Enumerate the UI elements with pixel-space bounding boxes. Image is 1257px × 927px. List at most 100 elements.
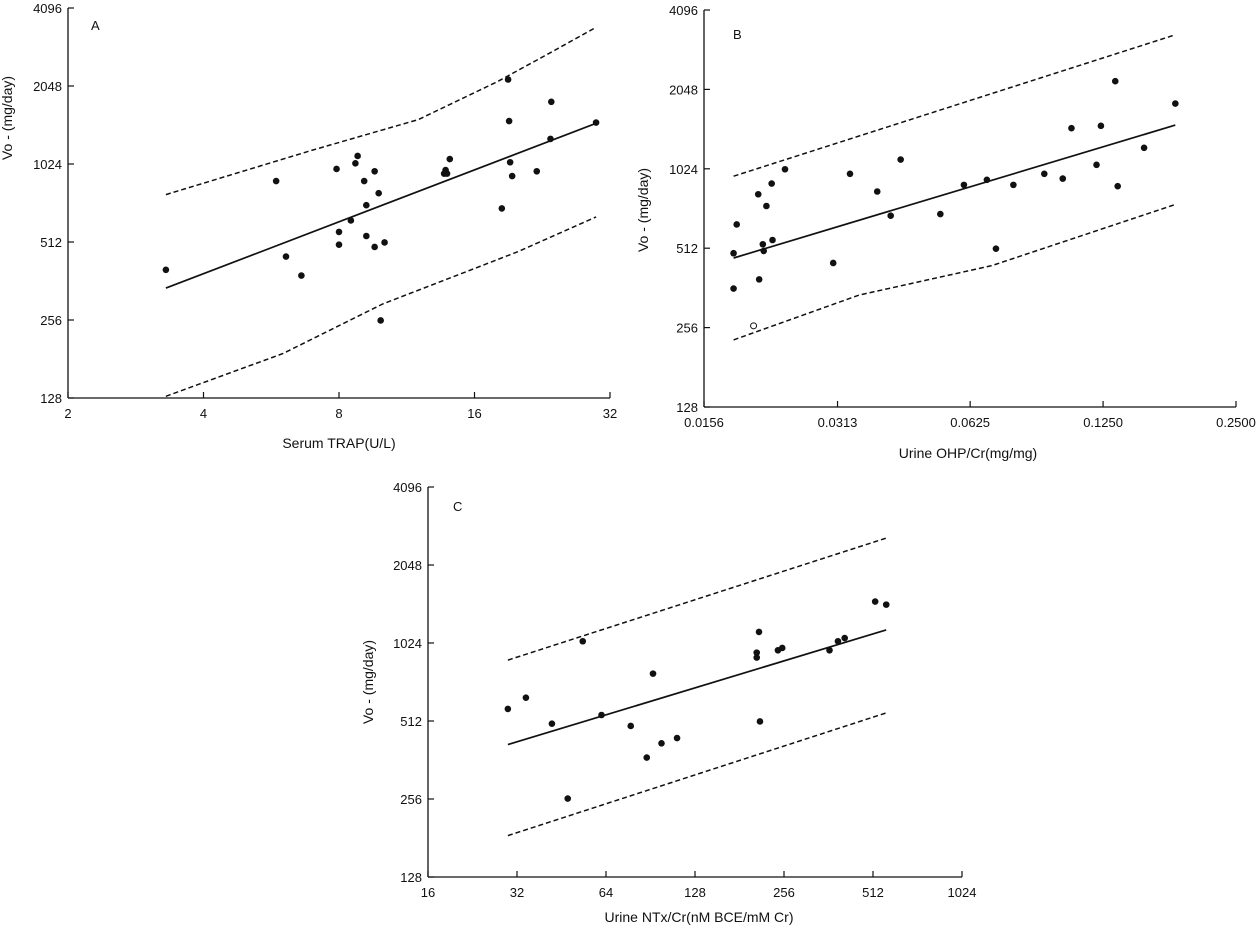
panel-b-point-7 — [763, 202, 770, 210]
panel-b-point-16 — [937, 210, 944, 218]
panel-c-xtick-label-0: 16 — [421, 885, 435, 900]
panel-c-lower-band — [507, 712, 887, 837]
panel-b-point-25 — [1097, 122, 1105, 130]
panel-b-ytick-label-4: 2048 — [669, 82, 698, 97]
panel-b-point-19 — [992, 245, 1000, 252]
panel-a-point-24 — [505, 117, 513, 125]
panel-a-point-12 — [363, 232, 370, 240]
panel-a: 128 256 512 1024 2048 4096 2 4 8 16 32 A Serum TR… — [0, 1, 617, 451]
panel-c-xtick-label-1: 32 — [510, 885, 524, 900]
panel-c-xtick-label-3: 128 — [684, 885, 706, 900]
panel-b-point-21 — [1040, 170, 1048, 178]
panel-c-ytick-label-3: 1024 — [393, 636, 422, 651]
panel-c-points — [504, 598, 890, 802]
panel-c-point-0 — [504, 705, 512, 713]
panel-a-ytick-label-1: 256 — [40, 313, 62, 328]
panel-a-lower-band — [165, 216, 597, 398]
panel-c-x-ticks: 16 32 64 128 256 512 1024 — [421, 871, 977, 900]
panel-a-point-27 — [533, 167, 541, 175]
panel-c-ytick-label-1: 256 — [400, 792, 422, 807]
panel-c-ytick-label-4: 2048 — [393, 558, 422, 573]
panel-b-y-title: Vo - (mg/day) — [635, 168, 651, 252]
panel-c-point-12 — [753, 649, 761, 656]
panel-c-ytick-label-0: 128 — [400, 870, 422, 885]
panel-a-point-10 — [360, 177, 368, 185]
panel-c-xtick-label-5: 512 — [862, 885, 884, 900]
panel-b-xtick-label-2: 0.0625 — [950, 415, 990, 430]
panel-b-point-23 — [1068, 124, 1075, 132]
panel-c-upper-band — [507, 537, 887, 661]
panel-b-ytick-label-1: 256 — [676, 321, 698, 336]
panel-b-point-4 — [755, 276, 763, 283]
panel-b-xtick-label-4: 0.2500 — [1216, 415, 1256, 430]
panel-c-point-6 — [627, 722, 635, 730]
panel-b-xtick-label-0: 0.0156 — [684, 415, 724, 430]
panel-c-y-ticks: 128 256 512 1024 2048 4096 — [393, 480, 434, 885]
panel-a-point-14 — [371, 243, 378, 251]
panel-a-point-6 — [335, 228, 343, 236]
panel-b-point-22 — [1059, 175, 1067, 182]
panel-c-point-10 — [673, 734, 681, 742]
panel-b-point-9 — [769, 236, 776, 244]
panel-c-point-20 — [871, 598, 879, 605]
panel-a-point-2 — [282, 253, 290, 260]
panel-a-point-8 — [352, 160, 359, 167]
panel-c-point-21 — [882, 601, 890, 608]
panel-b-fit-line — [733, 124, 1176, 259]
panel-b-point-11 — [829, 259, 837, 267]
panel-c-point-4 — [579, 637, 587, 645]
panel-c-xtick-label-2: 64 — [599, 885, 613, 900]
panel-b: 128 256 512 1024 2048 4096 0.0156 0.0313 0.0625… — [635, 3, 1256, 461]
panel-a-point-25 — [506, 158, 514, 166]
panel-a-point-1 — [272, 177, 280, 185]
panel-a-point-15 — [375, 189, 382, 197]
panel-c-point-2 — [548, 720, 556, 727]
panel-a-ytick-label-2: 512 — [40, 235, 62, 250]
panel-c-point-17 — [826, 646, 833, 654]
panel-b-point-27 — [1114, 182, 1121, 190]
panel-b-point-0 — [730, 285, 737, 292]
panel-b-point-10 — [781, 165, 789, 173]
panel-a-xtick-label-1: 4 — [200, 406, 207, 421]
panel-b-point-2 — [733, 221, 740, 228]
panel-b-upper-band — [733, 34, 1176, 177]
panel-a-point-4 — [333, 165, 340, 173]
panel-a-point-22 — [498, 205, 506, 212]
panel-c-x-title: Urine NTx/Cr(nM BCE/mM Cr) — [605, 909, 794, 925]
panel-c-point-19 — [841, 634, 848, 642]
panel-b-ytick-label-2: 512 — [676, 241, 698, 256]
panel-b-point-14 — [887, 212, 895, 219]
panel-a-point-9 — [354, 152, 361, 160]
panel-c: 128 256 512 1024 2048 4096 16 32 64 128 256 512 102… — [360, 480, 976, 925]
panel-c-xtick-label-6: 1024 — [948, 885, 977, 900]
panel-a-xtick-label-0: 2 — [64, 406, 71, 421]
panel-a-x-title: Serum TRAP(U/L) — [282, 435, 395, 451]
panel-a-y-ticks: 128 256 512 1024 2048 4096 — [33, 1, 74, 406]
panel-a-point-0 — [162, 266, 170, 274]
panel-b-point-15 — [897, 156, 904, 163]
panel-a-point-20 — [443, 170, 451, 177]
panel-c-point-16 — [778, 644, 786, 652]
panel-b-ytick-label-5: 4096 — [669, 3, 698, 18]
panel-b-open-point-0 — [750, 322, 758, 330]
panel-b-label: B — [733, 27, 742, 42]
panel-b-point-13 — [873, 188, 881, 195]
panel-a-ytick-label-5: 4096 — [33, 1, 62, 16]
panel-a-ytick-label-4: 2048 — [33, 79, 62, 94]
panel-c-point-14 — [756, 718, 764, 725]
panel-c-y-title: Vo - (mg/day) — [360, 640, 376, 724]
panel-c-point-1 — [522, 694, 530, 701]
panel-c-point-7 — [643, 754, 651, 761]
panel-b-xtick-label-3: 0.1250 — [1083, 415, 1123, 430]
panel-b-point-12 — [846, 170, 854, 178]
panel-b-x-title: Urine OHP/Cr(mg/mg) — [899, 445, 1037, 461]
panel-a-point-29 — [548, 98, 555, 106]
panel-c-xtick-label-4: 256 — [773, 885, 795, 900]
panel-a-point-23 — [504, 76, 512, 83]
panel-b-point-8 — [768, 180, 775, 187]
panel-b-point-26 — [1111, 77, 1119, 85]
panel-a-fit-line — [165, 122, 597, 289]
panel-c-point-11 — [753, 654, 761, 661]
panel-a-point-7 — [347, 217, 355, 224]
